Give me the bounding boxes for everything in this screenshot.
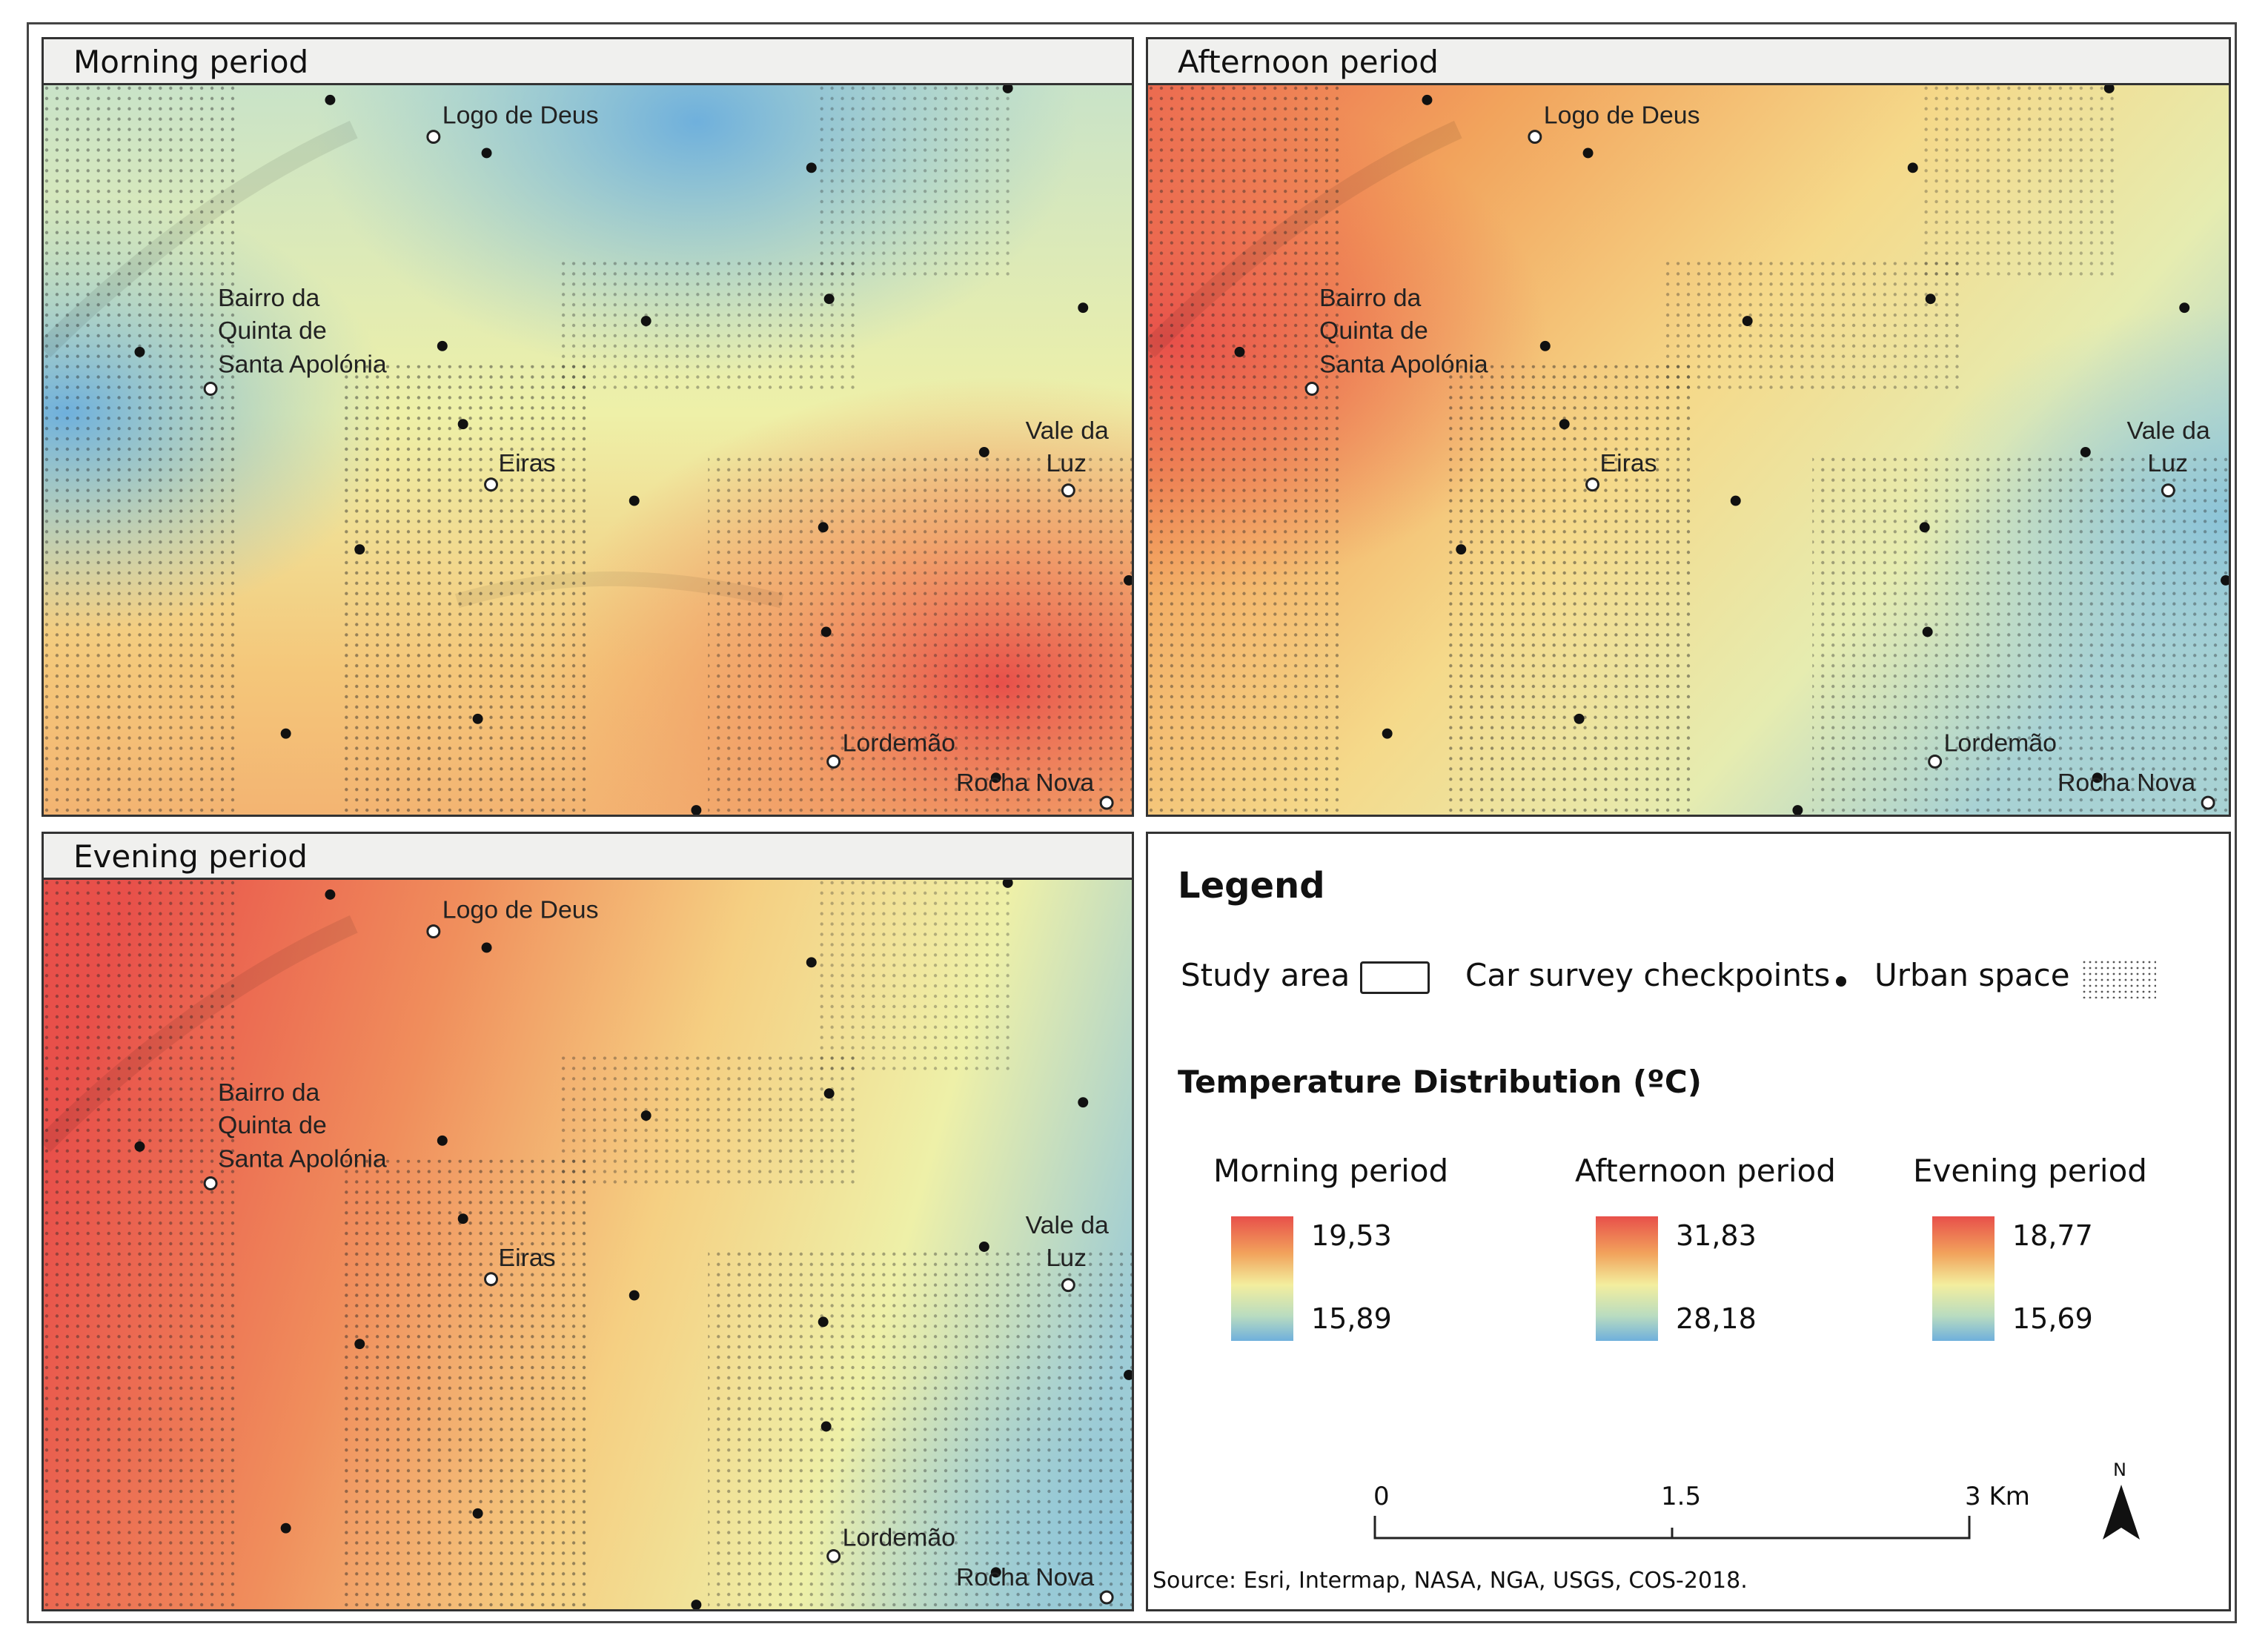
- place-bairro-line2: Quinta de: [1319, 317, 1428, 345]
- ramp-morning: [1231, 1216, 1293, 1341]
- place-bairro-line3: Santa Apolónia: [1319, 351, 1488, 379]
- legend-urban-label: Urban space: [1874, 957, 2070, 993]
- legend-panel: Legend Study area Car survey checkpoints…: [1146, 832, 2231, 1611]
- place-bairro-line2: Quinta de: [218, 1111, 327, 1139]
- morning-map-panel: Morning period: [42, 37, 1134, 817]
- place-logo-de-deus: Logo de Deus: [442, 896, 599, 924]
- scale-label-1: 1.5: [1661, 1482, 1702, 1511]
- ramp-label-morning: Morning period: [1213, 1153, 1449, 1189]
- figure-frame: [27, 22, 2237, 1623]
- place-rocha-nova: Rocha Nova: [956, 1563, 1094, 1591]
- legend-study-area-label: Study area: [1181, 957, 1350, 993]
- temp-distribution-title: Temperature Distribution (ºC): [1178, 1064, 1702, 1100]
- north-label: N: [2113, 1459, 2126, 1480]
- place-logo-de-deus: Logo de Deus: [442, 102, 599, 130]
- panel-title: Morning period: [44, 39, 1132, 85]
- place-vale-line1: Vale da: [1026, 417, 1109, 445]
- ramp-afternoon-max: 31,83: [1676, 1219, 1757, 1252]
- place-logo-de-deus: Logo de Deus: [1544, 102, 1700, 130]
- place-bairro-line1: Bairro da: [218, 284, 320, 312]
- place-vale-line2: Luz: [1046, 1244, 1087, 1272]
- morning-map: Logo de Deus Bairro da Quinta de Santa A…: [44, 85, 1132, 815]
- scale-label-0: 0: [1373, 1482, 1390, 1511]
- place-lordemao: Lordemão: [843, 729, 955, 758]
- ramp-label-afternoon: Afternoon period: [1575, 1153, 1836, 1189]
- ramp-morning-min: 15,89: [1311, 1302, 1392, 1335]
- legend-title: Legend: [1178, 865, 1325, 907]
- evening-map: Logo de Deus Bairro da Quinta de Santa A…: [44, 880, 1132, 1609]
- place-vale-line1: Vale da: [2127, 417, 2210, 445]
- urban-space-swatch: [2082, 960, 2156, 998]
- place-vale-line2: Luz: [2147, 449, 2188, 477]
- place-bairro-line3: Santa Apolónia: [218, 1145, 387, 1173]
- place-rocha-nova: Rocha Nova: [956, 769, 1094, 797]
- place-bairro-line1: Bairro da: [218, 1078, 320, 1107]
- source-note: Source: Esri, Intermap, NASA, NGA, USGS,…: [1153, 1568, 1748, 1594]
- scale-label-2: 3 Km: [1965, 1482, 2030, 1511]
- place-bairro-line1: Bairro da: [1319, 284, 1422, 312]
- place-eiras: Eiras: [498, 1244, 555, 1272]
- ramp-evening-max: 18,77: [2012, 1219, 2093, 1252]
- ramp-label-evening: Evening period: [1913, 1153, 2147, 1189]
- afternoon-map-panel: Afternoon period: [1146, 37, 2231, 817]
- ramp-evening: [1932, 1216, 1995, 1341]
- afternoon-map: Logo de Deus Bairro da Quinta de Santa A…: [1148, 85, 2229, 815]
- panel-title: Afternoon period: [1148, 39, 2229, 85]
- place-eiras: Eiras: [1599, 449, 1657, 477]
- evening-map-panel: Evening period: [42, 832, 1134, 1611]
- checkpoint-dot-icon: [1836, 976, 1846, 987]
- place-bairro-line3: Santa Apolónia: [218, 351, 387, 379]
- scale-bar: [1373, 1516, 1971, 1540]
- place-vale-line2: Luz: [1046, 449, 1087, 477]
- place-lordemao: Lordemão: [843, 1524, 955, 1552]
- place-lordemao: Lordemão: [1944, 729, 2057, 758]
- place-bairro-line2: Quinta de: [218, 317, 327, 345]
- ramp-morning-max: 19,53: [1311, 1219, 1392, 1252]
- place-rocha-nova: Rocha Nova: [2058, 769, 2195, 797]
- place-vale-line1: Vale da: [1026, 1211, 1109, 1239]
- ramp-afternoon-min: 28,18: [1676, 1302, 1757, 1335]
- ramp-afternoon: [1596, 1216, 1658, 1341]
- north-arrow-icon: [2103, 1485, 2140, 1540]
- study-area-swatch: [1360, 961, 1430, 994]
- ramp-evening-min: 15,69: [2012, 1302, 2093, 1335]
- panel-title: Evening period: [44, 834, 1132, 880]
- legend-checkpoints-label: Car survey checkpoints: [1465, 957, 1831, 993]
- place-eiras: Eiras: [498, 449, 555, 477]
